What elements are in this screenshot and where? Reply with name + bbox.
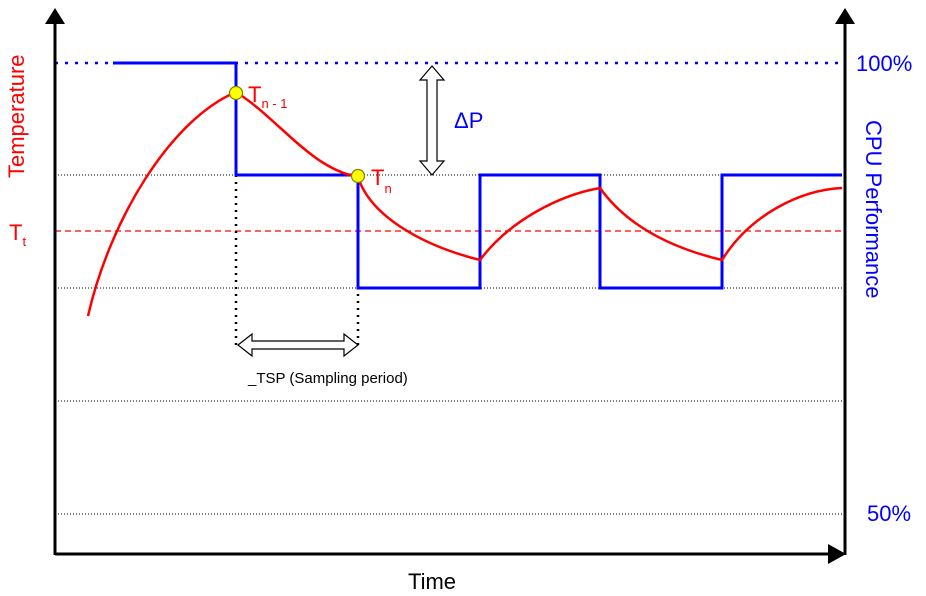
x-axis-arrow [828, 544, 846, 564]
y-left-label: Temperature [4, 54, 29, 178]
sample-point-t-n-1 [228, 85, 244, 101]
pct-100-label: 100% [856, 51, 912, 76]
y-axis-left-arrow [45, 8, 65, 24]
pct-50-label: 50% [867, 501, 911, 526]
sampling-period-arrow [237, 332, 359, 358]
t-n-label: Tn [371, 165, 392, 196]
temperature-curve [86, 90, 843, 317]
sampling-period-label: _TSP (Sampling period) [247, 370, 408, 387]
x-axis-label: Time [408, 569, 456, 594]
cpu-performance-line [113, 61, 842, 290]
delta-p-label: ΔP [454, 108, 483, 133]
delta-p-arrow [418, 65, 446, 176]
y-right-label: CPU Performance [861, 120, 886, 299]
y-axis-right-arrow [835, 8, 855, 24]
axes [45, 8, 855, 564]
t-n-1-label: Tn - 1 [248, 82, 287, 111]
sampling-markers [234, 175, 360, 345]
sample-point-t-n [350, 168, 366, 184]
target-temp-label: Tt [9, 220, 26, 249]
